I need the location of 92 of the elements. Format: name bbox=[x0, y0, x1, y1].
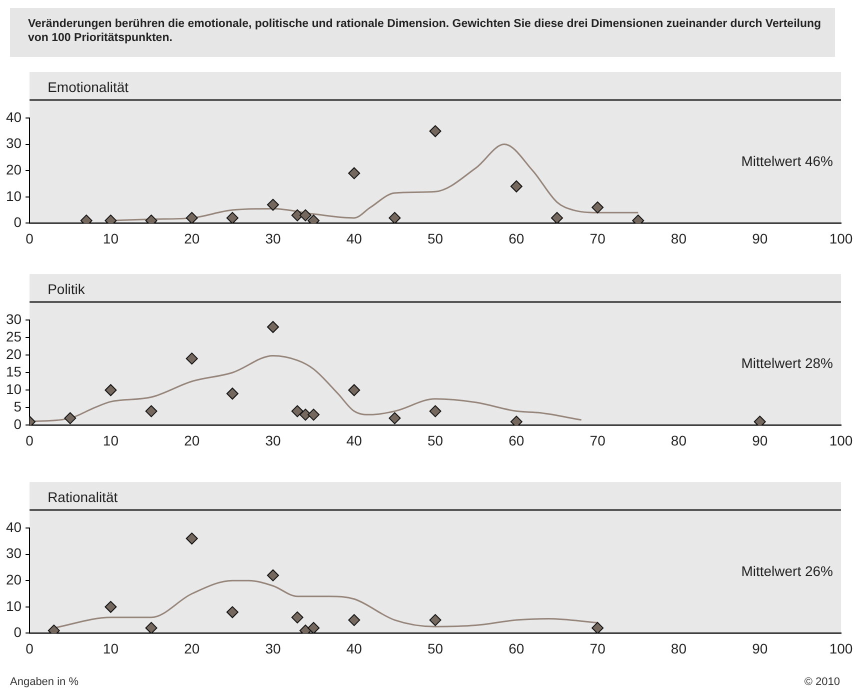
point bbox=[348, 384, 360, 396]
point bbox=[186, 532, 198, 545]
annotation: Mittelwert 46% bbox=[741, 153, 833, 170]
y-tick-label: 30 bbox=[6, 135, 22, 152]
point bbox=[267, 321, 279, 334]
x-tick-label: 0 bbox=[26, 640, 34, 656]
y-tick-label: 40 bbox=[6, 108, 22, 125]
x-tick-label: 20 bbox=[184, 230, 200, 246]
y-tick-label: 25 bbox=[6, 328, 22, 344]
x-tick-label: 60 bbox=[508, 432, 524, 448]
y-tick-label: 0 bbox=[14, 214, 22, 230]
annotation: Mittelwert 28% bbox=[741, 355, 833, 372]
x-tick-label: 70 bbox=[590, 432, 606, 448]
point bbox=[226, 388, 238, 400]
point bbox=[186, 212, 198, 224]
point bbox=[551, 212, 563, 224]
y-tick-label: 15 bbox=[6, 363, 22, 380]
point bbox=[348, 167, 360, 180]
x-tick-label: 30 bbox=[265, 640, 281, 656]
x-tick-label: 90 bbox=[752, 640, 768, 656]
point bbox=[754, 416, 766, 426]
x-tick-label: 20 bbox=[184, 432, 200, 448]
annotation: Mittelwert 26% bbox=[741, 563, 833, 580]
x-tick-label: 10 bbox=[102, 230, 119, 246]
x-tick-label: 50 bbox=[427, 640, 444, 656]
x-tick-label: 10 bbox=[102, 432, 119, 448]
point bbox=[291, 611, 304, 624]
x-tick-label: 60 bbox=[508, 640, 524, 656]
point bbox=[348, 614, 360, 626]
x-tick-label: 50 bbox=[427, 432, 444, 448]
y-tick-label: 30 bbox=[6, 310, 22, 327]
x-tick-label: 80 bbox=[670, 432, 687, 448]
point bbox=[592, 201, 604, 214]
x-tick-label: 40 bbox=[346, 432, 362, 448]
point bbox=[267, 198, 279, 211]
x-tick-label: 0 bbox=[26, 432, 34, 448]
y-tick-label: 0 bbox=[14, 416, 22, 432]
x-tick-label: 100 bbox=[829, 432, 853, 448]
x-tick-label: 80 bbox=[670, 640, 687, 656]
text: Angaben in % bbox=[10, 676, 78, 688]
point bbox=[226, 212, 238, 224]
point bbox=[592, 622, 604, 634]
point bbox=[299, 209, 312, 222]
chart-title: Rationalität bbox=[48, 489, 118, 505]
x-tick-label: 90 bbox=[752, 230, 768, 246]
y-tick-label: 30 bbox=[6, 545, 22, 562]
point bbox=[510, 180, 522, 192]
y-tick-label: 20 bbox=[6, 346, 22, 362]
point bbox=[308, 408, 320, 421]
y-tick-label: 10 bbox=[6, 598, 22, 614]
point bbox=[64, 412, 76, 424]
x-tick-label: 100 bbox=[829, 640, 853, 656]
point bbox=[429, 125, 442, 138]
x-tick-label: 60 bbox=[508, 230, 524, 246]
chart-title: Emotionalität bbox=[48, 79, 129, 95]
x-tick-label: 40 bbox=[346, 230, 362, 246]
y-tick-label: 5 bbox=[14, 398, 22, 415]
x-tick-label: 80 bbox=[670, 230, 687, 246]
x-tick-label: 70 bbox=[590, 640, 606, 656]
point bbox=[145, 405, 158, 418]
x-tick-label: 90 bbox=[752, 432, 768, 448]
point bbox=[104, 384, 117, 396]
x-tick-label: 40 bbox=[346, 640, 362, 656]
point bbox=[510, 416, 522, 426]
x-tick-label: 50 bbox=[427, 230, 444, 246]
point bbox=[267, 569, 279, 582]
text: Veränderungen berühren die emotionale, politische und rationale Dimension. Gewichten Sie diese drei Dimensionen zueinander durch Verteilung von 100 Prioritätspunkten. bbox=[10, 8, 835, 57]
y-tick-label: 10 bbox=[6, 380, 22, 397]
point bbox=[145, 622, 158, 634]
y-tick-label: 40 bbox=[6, 518, 22, 535]
y-tick-label: 0 bbox=[14, 624, 22, 640]
point bbox=[226, 606, 238, 618]
point bbox=[104, 600, 117, 613]
point bbox=[388, 212, 401, 224]
x-tick-label: 70 bbox=[590, 230, 606, 246]
x-tick-label: 10 bbox=[102, 640, 119, 656]
point bbox=[186, 352, 198, 365]
y-tick-label: 20 bbox=[6, 571, 22, 588]
point bbox=[291, 405, 304, 418]
y-tick-label: 10 bbox=[6, 188, 22, 204]
x-tick-label: 100 bbox=[829, 230, 853, 246]
x-tick-label: 30 bbox=[265, 230, 281, 246]
x-tick-label: 0 bbox=[26, 230, 34, 246]
y-tick-label: 20 bbox=[6, 161, 22, 178]
text: © 2010 bbox=[804, 676, 840, 688]
x-tick-label: 20 bbox=[184, 640, 200, 656]
point bbox=[388, 412, 401, 424]
x-tick-label: 30 bbox=[265, 432, 281, 448]
point bbox=[429, 405, 442, 418]
point bbox=[308, 622, 320, 634]
chart-title: Politik bbox=[48, 281, 86, 297]
point bbox=[429, 614, 442, 626]
